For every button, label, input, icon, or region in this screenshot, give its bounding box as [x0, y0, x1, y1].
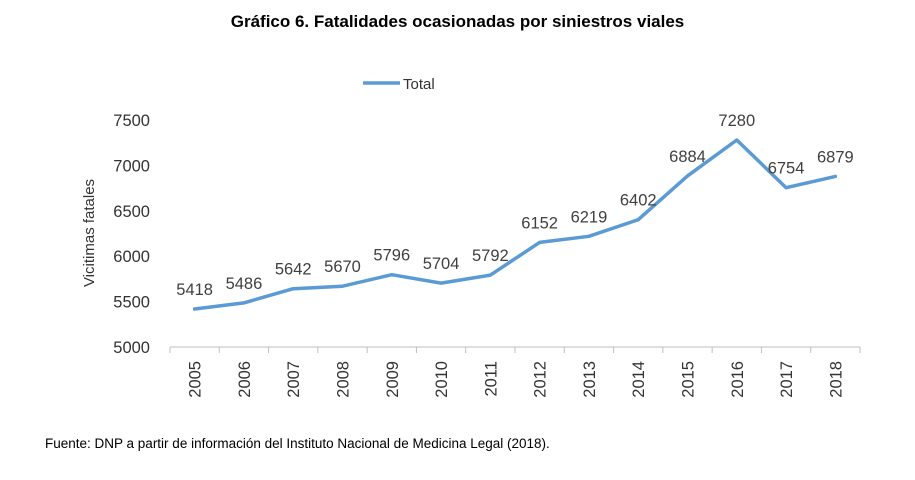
- data-label: 6884: [669, 148, 706, 166]
- data-point: [735, 138, 739, 142]
- data-point: [636, 218, 640, 222]
- data-point: [833, 174, 837, 178]
- x-tick-label: 2012: [532, 361, 550, 398]
- x-tick-label: 2005: [187, 361, 205, 398]
- data-point: [488, 273, 492, 277]
- data-label: 6402: [620, 192, 657, 210]
- y-tick-label: 6000: [113, 248, 150, 266]
- series-line-total: [192, 138, 838, 311]
- data-point: [390, 273, 394, 277]
- data-label: 5418: [176, 281, 213, 299]
- x-axis: 2005 2006 2007 2008 2009 2010 2011 2012 2013 2014…: [169, 346, 861, 398]
- data-labels: 5418 5486 5642 5670 5796 5704 5792 6152 6219 6402…: [176, 112, 853, 299]
- data-point: [291, 287, 295, 291]
- line-chart: Total Vicitimas fatales 5000 5500 6000 6500…: [81, 76, 861, 398]
- data-label: 5796: [373, 247, 410, 265]
- legend-label-total: Total: [403, 76, 435, 93]
- source-note: Fuente: DNP a partir de información del …: [45, 436, 550, 451]
- series-total: [192, 138, 838, 311]
- y-axis-label: Vicitimas fatales: [81, 179, 98, 287]
- data-label: 5486: [226, 275, 263, 293]
- x-tick-label: 2014: [630, 361, 648, 398]
- y-tick-label: 7000: [113, 157, 150, 175]
- x-tick-label: 2010: [433, 361, 451, 398]
- data-point: [193, 307, 197, 311]
- x-tick-label: 2009: [384, 361, 402, 398]
- x-tick-label: 2013: [581, 361, 599, 398]
- y-tick-label: 5000: [113, 339, 150, 357]
- data-label: 6152: [521, 214, 558, 232]
- y-axis-ticks: 5000 5500 6000 6500 7000 7500: [113, 112, 150, 357]
- data-label: 5792: [472, 247, 509, 265]
- x-tick-label: 2018: [827, 361, 845, 398]
- data-label: 6219: [571, 208, 608, 226]
- data-label: 7280: [718, 112, 755, 130]
- data-point: [341, 284, 344, 288]
- data-point: [538, 240, 542, 244]
- data-point: [242, 301, 246, 305]
- data-point: [587, 234, 591, 238]
- x-tick-label: 2008: [335, 361, 353, 398]
- x-tick-label: 2007: [285, 361, 303, 398]
- data-label: 5670: [324, 258, 361, 276]
- y-tick-label: 7500: [113, 112, 150, 130]
- x-tick-label: 2016: [729, 361, 747, 398]
- x-tick-label: 2017: [778, 361, 796, 398]
- data-point: [439, 281, 443, 285]
- x-tick-label: 2015: [680, 361, 698, 398]
- y-tick-label: 5500: [113, 294, 150, 312]
- y-tick-label: 6500: [113, 203, 150, 221]
- data-label: 5642: [275, 261, 312, 279]
- x-tick-label: 2006: [236, 361, 254, 398]
- data-point: [784, 186, 788, 190]
- data-label: 6879: [817, 148, 854, 166]
- data-label: 5704: [423, 255, 460, 273]
- legend: Total: [363, 76, 435, 93]
- x-tick-label: 2011: [482, 361, 500, 396]
- data-label: 6754: [768, 160, 805, 178]
- chart-title: Gráfico 6. Fatalidades ocasionadas por s…: [230, 12, 685, 31]
- data-point: [686, 174, 689, 178]
